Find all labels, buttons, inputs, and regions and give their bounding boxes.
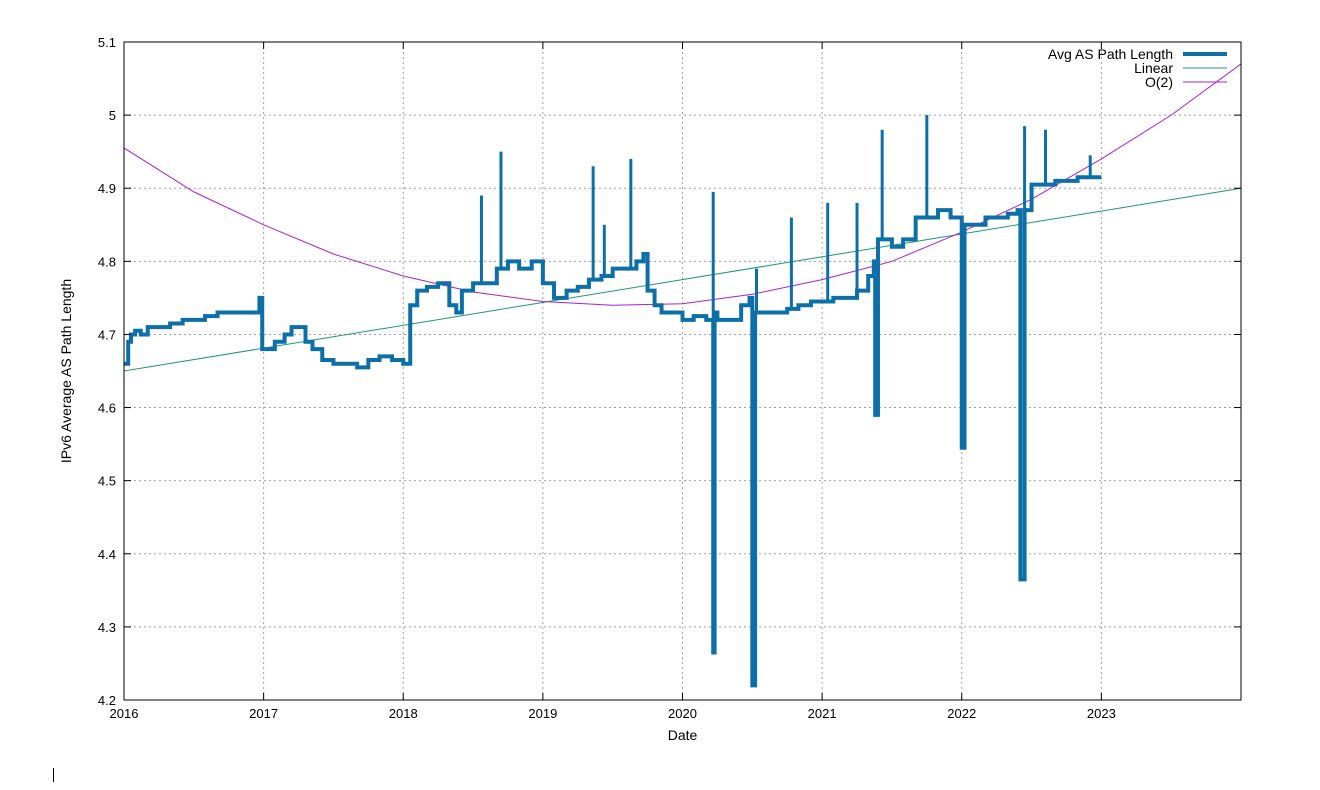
y-tick-label: 4.6 [98,401,116,416]
plot-frame [123,41,1242,701]
series-line-avg-as-path-length [124,175,1102,688]
text-cursor [53,768,54,782]
series-layer [123,63,1242,688]
x-tick-label: 2020 [668,706,697,721]
x-tick-label: 2022 [947,706,976,721]
x-tick-label: 2018 [389,706,418,721]
y-axis-title: IPv6 Average AS Path Length [58,279,74,463]
y-tick-label: 4.9 [98,181,116,196]
x-tick-label: 2016 [110,706,139,721]
x-tick-label: 2021 [808,706,837,721]
ticks: 4.2 4.3 4.4 4.5 4.6 4.7 4.8 4.9 5 5.1 2016 2017 2018… [98,35,1241,721]
legend-label: Avg AS Path Length [1048,46,1173,62]
legend-label: Linear [1134,60,1173,76]
y-tick-label: 4.3 [98,620,116,635]
y-tick-label: 4.8 [98,254,116,269]
y-tick-label: 4.5 [98,474,116,489]
series-line-o-2 [123,63,1242,306]
x-axis-title: Date [668,727,698,743]
y-tick-label: 4.4 [98,547,116,562]
legend-label: O(2) [1145,74,1173,90]
y-tick-label: 4.2 [98,693,116,708]
y-tick-label: 4.7 [98,327,116,342]
grid [124,42,1241,700]
y-tick-label: 5.1 [98,35,116,50]
x-tick-label: 2019 [528,706,557,721]
x-tick-label: 2017 [249,706,278,721]
x-tick-label: 2023 [1087,706,1116,721]
y-tick-label: 5 [109,108,116,123]
